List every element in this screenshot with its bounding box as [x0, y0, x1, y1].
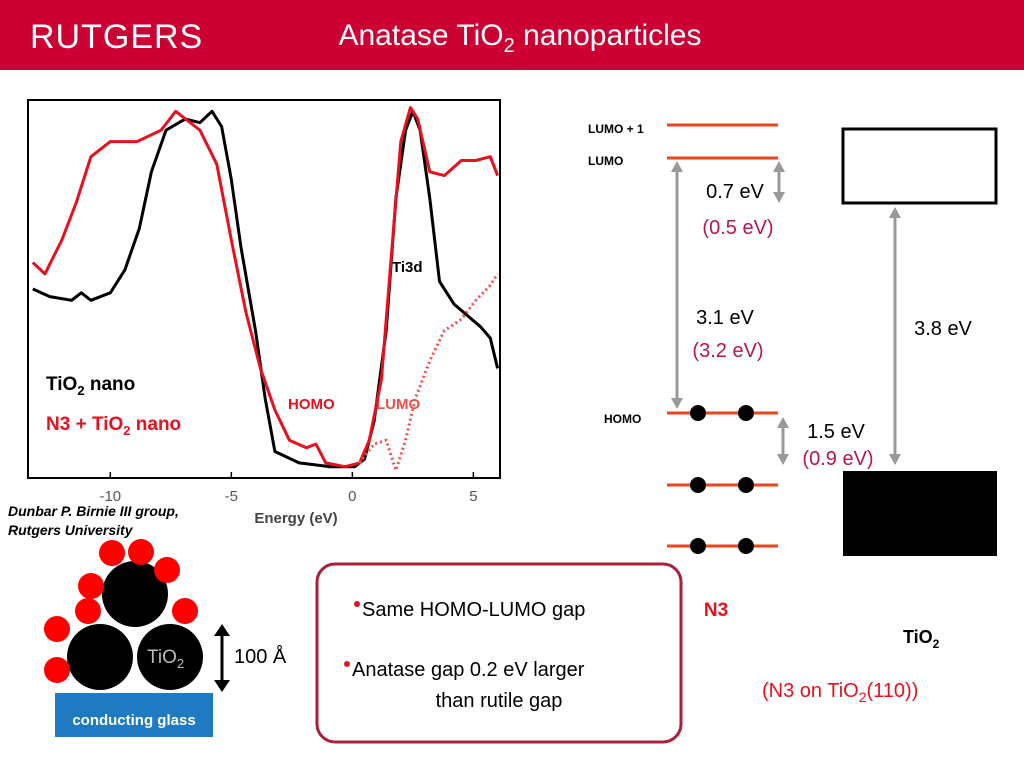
header-bar [0, 0, 1024, 70]
x-tick-label: -10 [99, 488, 121, 505]
dye [75, 598, 101, 624]
gap-label: (0.9 eV) [802, 448, 873, 470]
summary-text: than rutile gap [436, 690, 563, 712]
scale-label: 100 Å [234, 645, 287, 668]
particle [67, 624, 133, 690]
dye [78, 573, 104, 599]
particle-diagram: TiO2 conducting glass 100 Å [44, 539, 287, 737]
legend-part: TiO [46, 374, 77, 395]
electron [738, 405, 754, 421]
level-label: HOMO [604, 412, 641, 426]
legend-sub: 2 [77, 383, 84, 398]
note-part: (N3 on TiO [762, 680, 859, 702]
legend-entry: TiO2 nano [46, 374, 135, 398]
electron [690, 405, 706, 421]
label-sub: 2 [933, 637, 940, 651]
gap-label: 1.5 eV [807, 421, 865, 443]
level-label: LUMO + 1 [588, 122, 644, 136]
legend-part: nano [85, 374, 136, 395]
x-tick-label: 0 [348, 488, 356, 505]
bullet [354, 601, 360, 607]
note: (N3 on TiO2(110)) [762, 680, 918, 705]
tio2-label: TiO2 [903, 627, 940, 651]
bullet [344, 661, 350, 667]
annotation: LUMO [376, 396, 420, 413]
credit: Rutgers University [8, 522, 134, 538]
x-tick-label: -5 [225, 488, 238, 505]
x-tick-label: 5 [469, 488, 477, 505]
substrate [55, 693, 213, 737]
substrate-label: conducting glass [72, 712, 195, 729]
valence-band [843, 471, 997, 556]
dye [99, 540, 125, 566]
electron [690, 477, 706, 493]
title-part: nanoparticles [515, 19, 702, 52]
energy-diagram: LUMO + 1 LUMO HOMO 0.7 eV (0.5 eV) 3.1 e… [588, 122, 998, 705]
conduction-band [841, 127, 998, 205]
dye [44, 657, 70, 683]
x-axis-label: Energy (eV) [254, 510, 337, 527]
annotation: Ti3d [392, 259, 423, 276]
gap-label: 3.1 eV [696, 307, 754, 329]
title-sub: 2 [504, 35, 515, 57]
note-sub: 2 [859, 689, 867, 705]
legend-sub: 2 [123, 423, 130, 438]
title-part: Anatase TiO [338, 19, 503, 52]
dye [44, 616, 70, 642]
label-sub: 2 [177, 656, 184, 671]
summary-text: Same HOMO-LUMO gap [362, 599, 585, 621]
legend-part: nano [131, 414, 182, 435]
series-line [31, 106, 499, 469]
summary-box: Same HOMO-LUMO gap Anatase gap 0.2 eV la… [315, 562, 683, 744]
dye [128, 539, 154, 565]
legend-entry: N3 + TiO2 nano [46, 414, 181, 438]
note-part: (110)) [867, 680, 919, 702]
dye [172, 598, 198, 624]
credit: Dunbar P. Birnie III group, [8, 503, 179, 519]
summary-text: Anatase gap 0.2 eV larger [352, 659, 585, 681]
particle [137, 624, 203, 690]
gap-label: (0.5 eV) [702, 217, 773, 239]
annotation: HOMO [288, 396, 335, 413]
electron [738, 477, 754, 493]
level-label: LUMO [588, 154, 623, 168]
series-line [32, 109, 500, 469]
electron [690, 538, 706, 554]
particle-label: TiO2 [147, 647, 184, 671]
legend-part: N3 + TiO [46, 414, 123, 435]
logo: RUTGERS [30, 18, 203, 56]
slide-title: Anatase TiO2 nanoparticles [338, 19, 701, 57]
label-part: TiO [903, 627, 933, 647]
plot-frame [27, 99, 501, 479]
label-part: TiO [147, 647, 177, 668]
particle [102, 561, 168, 627]
spectrum-chart: Energy (eV) Ti3d HOMO LUMO TiO2 nano N3 … [27, 99, 501, 527]
electron [738, 538, 754, 554]
arrow-heads [773, 161, 785, 203]
arrow-heads [777, 417, 789, 465]
gap-label: 3.8 eV [914, 318, 972, 340]
gap-label: 0.7 eV [706, 181, 764, 203]
n3-label: N3 [704, 600, 728, 621]
box [315, 562, 683, 744]
dye [154, 557, 180, 583]
gap-label: (3.2 eV) [692, 340, 763, 362]
